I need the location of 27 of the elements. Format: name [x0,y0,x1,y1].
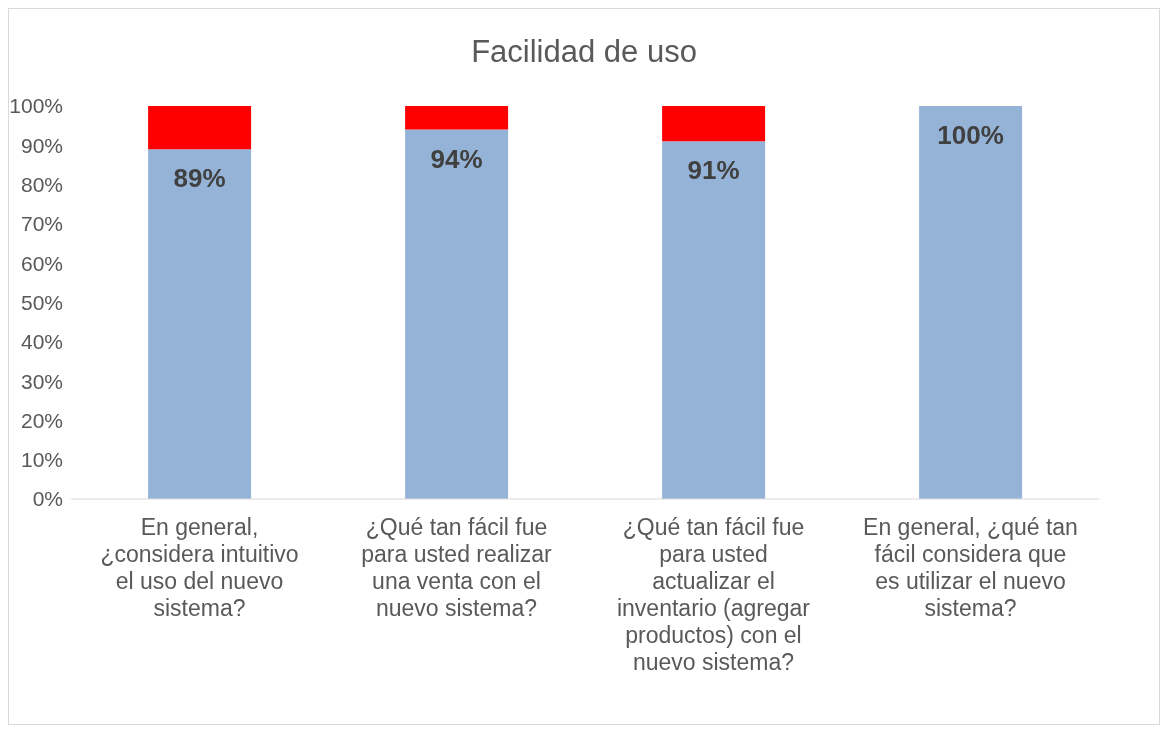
x-tick-label: ¿Qué tan fácil fue para usted realizar una venta con el nuevo sistema? [361,514,553,621]
x-tick-label: En general, ¿qué tan fácil considera que es utilizar el nuevo sistema? [863,514,1078,621]
y-tick-label: 100% [9,94,63,118]
bar [405,129,509,499]
bar [662,106,766,142]
data-label: 89% [173,163,226,194]
bar [919,106,1023,499]
y-tick-label: 20% [20,408,63,432]
y-tick-label: 10% [20,448,63,472]
y-tick-label: 30% [20,369,63,393]
bar [662,141,766,499]
bar [405,106,509,130]
bar [148,149,252,499]
y-tick-label: 70% [20,212,63,236]
x-tick-label: En general, ¿considera intuitivo el uso del nuevo sistema? [100,514,299,621]
y-tick-label: 90% [20,133,63,157]
y-tick-label: 80% [20,173,63,197]
data-label: 100% [937,120,1004,150]
y-tick-label: 40% [20,330,63,354]
chart-title: Facilidad de uso [470,34,698,70]
y-tick-label: 0% [32,487,63,511]
y-tick-label: 50% [20,290,63,314]
y-tick-label: 60% [20,251,63,275]
data-label: 94% [430,143,483,174]
data-label: 91% [687,155,740,186]
bar [148,106,252,150]
x-tick-label: ¿Qué tan fácil fue para usted actualizar el inventario (agregar productos) con el nuevo sistema? [616,514,811,675]
